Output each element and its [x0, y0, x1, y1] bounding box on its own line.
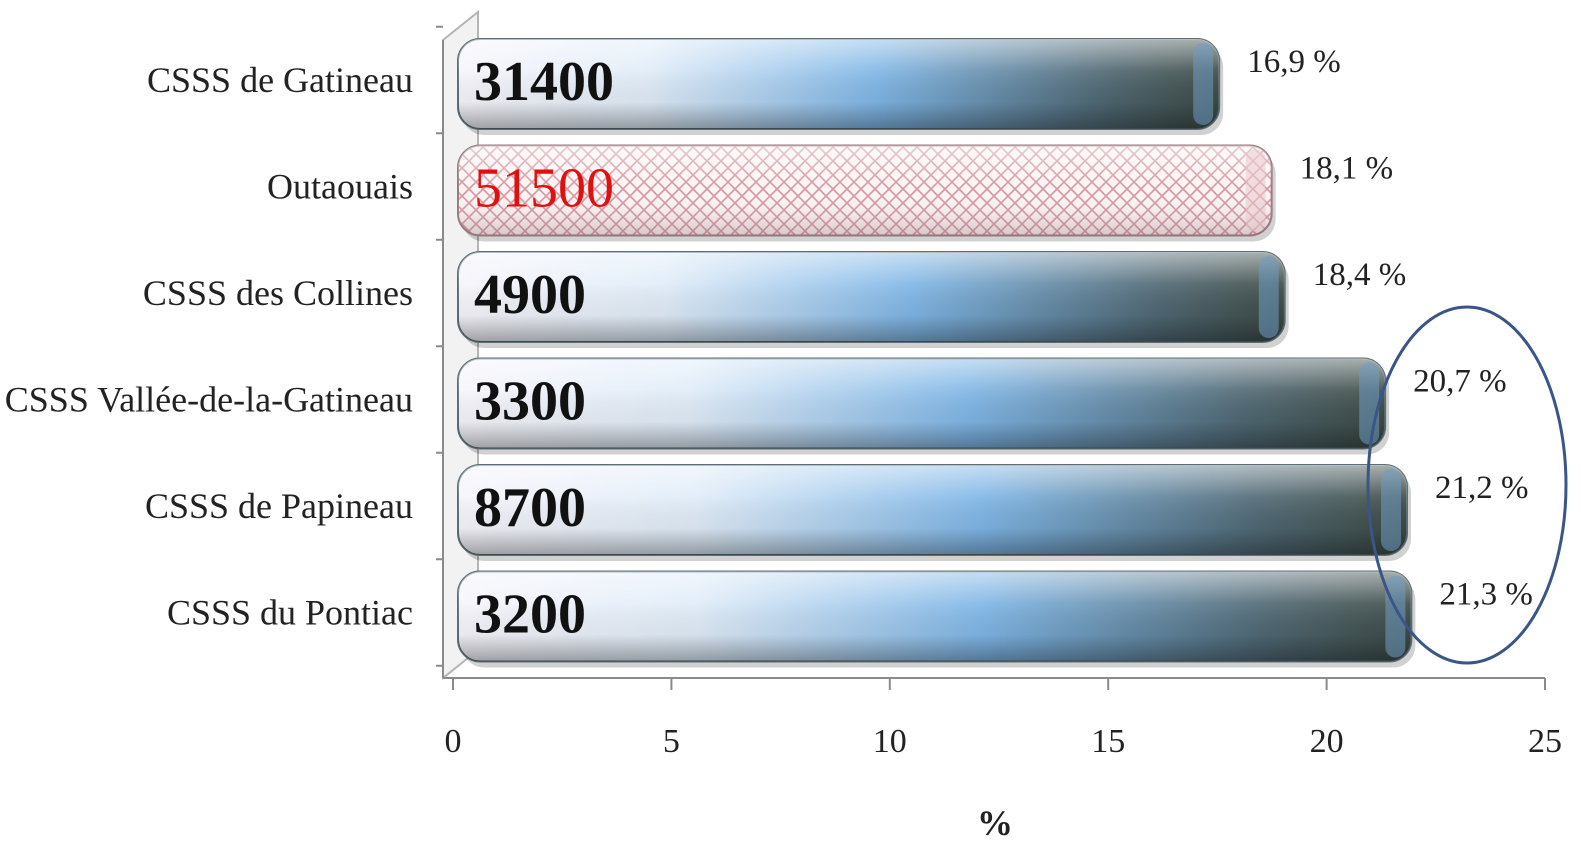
bar-end-cap: [1245, 149, 1266, 232]
x-axis-title: %: [977, 803, 1013, 843]
x-tick-label: 25: [1528, 723, 1562, 760]
category-label: CSSS Vallée-de-la-Gatineau: [5, 380, 413, 420]
bar-gloss: [458, 252, 1285, 342]
count-label: 8700: [474, 477, 586, 539]
bar-end-cap: [1381, 469, 1402, 551]
value-label: 20,7 %: [1413, 364, 1507, 400]
x-tick-label: 15: [1091, 723, 1125, 760]
x-tick-label: 0: [445, 723, 462, 760]
value-label: 16,9 %: [1247, 44, 1341, 80]
bar-end-cap: [1385, 575, 1406, 658]
category-label: Outaouais: [267, 167, 413, 207]
bar-gloss: [458, 465, 1408, 555]
bar-gloss: [458, 571, 1412, 662]
bar-end-cap: [1258, 256, 1279, 338]
value-label: 21,3 %: [1439, 577, 1533, 613]
bar-gloss: [458, 358, 1386, 449]
category-label: CSSS de Gatineau: [147, 60, 413, 100]
bar-end-cap: [1359, 362, 1380, 445]
x-tick-label: 5: [663, 723, 680, 760]
x-tick-label: 10: [873, 723, 907, 760]
count-label: 3300: [474, 371, 586, 433]
count-label: 3200: [474, 584, 586, 646]
category-label: CSSS de Papineau: [145, 486, 413, 526]
category-label: CSSS du Pontiac: [167, 593, 413, 633]
category-label: CSSS des Collines: [143, 273, 413, 313]
count-label: 4900: [474, 264, 586, 326]
highlight-ellipse: [1366, 305, 1568, 665]
bar-gloss: [458, 39, 1220, 129]
x-tick-label: 20: [1310, 723, 1344, 760]
value-label: 21,2 %: [1435, 470, 1529, 506]
value-label: 18,1 %: [1300, 151, 1394, 187]
value-label: 18,4 %: [1313, 257, 1407, 293]
bar-end-cap: [1193, 43, 1214, 125]
count-label: 51500: [474, 158, 614, 220]
count-label: 31400: [474, 51, 614, 113]
bar-gloss: [458, 145, 1272, 236]
